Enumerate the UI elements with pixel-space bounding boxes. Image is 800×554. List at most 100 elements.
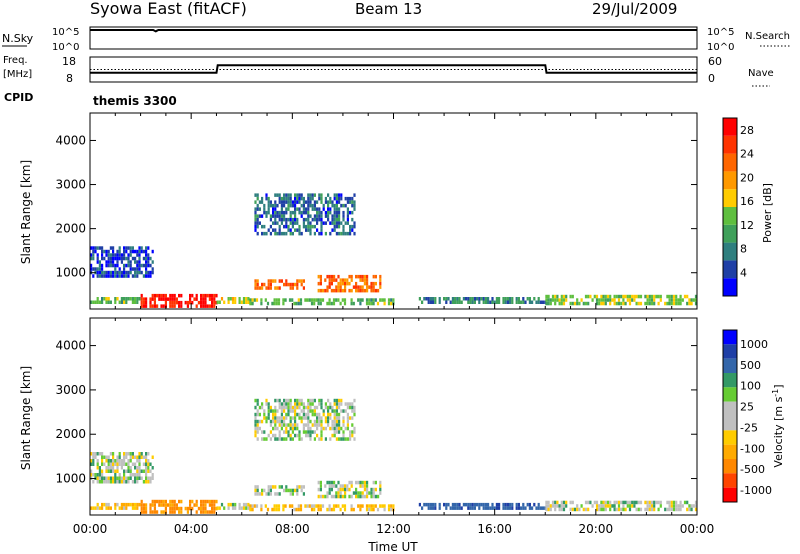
heat-cell-r9: [617, 298, 621, 302]
heat-cell-r6: [109, 469, 112, 473]
heat-cell-r7: [287, 224, 290, 229]
heat-cell-r6: [101, 263, 104, 268]
heat-cell-r1: [156, 499, 159, 504]
heat-cell-r6: [127, 469, 130, 473]
heat-cell-r9: [633, 298, 636, 302]
heat-cell-r9: [653, 294, 656, 299]
heat-cell-r8: [526, 502, 529, 507]
heat-cell-r8: [509, 297, 512, 301]
heat-cell-r6: [98, 473, 101, 477]
heat-cell-r8: [537, 502, 540, 507]
heat-cell-r9: [556, 500, 559, 505]
heat-cell-r8: [484, 297, 487, 301]
heat-cell-r7: [302, 426, 305, 431]
nave-label: Nave: [748, 68, 774, 79]
heat-cell-r1: [213, 293, 216, 298]
heat-cell-r7: [351, 196, 354, 201]
heat-cell-r5: [317, 494, 320, 499]
heat-cell-r7: [320, 217, 323, 222]
heat-cell-r6: [138, 267, 141, 271]
heat-cell-r7: [313, 423, 316, 427]
heat-cell-r0: [114, 297, 117, 301]
heat-cell-r6: [151, 249, 154, 254]
heat-cell-r9: [609, 504, 612, 508]
heat-cell-r7: [313, 405, 316, 410]
heat-cell-r3: [282, 298, 285, 302]
heat-cell-r7: [287, 402, 290, 406]
heat-cell-r3: [368, 298, 371, 302]
heat-cell-r6: [131, 249, 134, 254]
heat-cell-r9: [617, 294, 621, 299]
heat-cell-r7: [346, 405, 349, 410]
heat-cell-r7: [258, 221, 261, 225]
heat-cell-r6: [123, 480, 126, 484]
heat-cell-r1: [204, 304, 207, 308]
heat-cell-r8: [460, 506, 463, 510]
heat-cell-r3: [284, 298, 287, 302]
heat-cell-r0: [120, 300, 123, 304]
heat-cell-r6: [145, 455, 148, 459]
heat-cell-r7: [298, 228, 301, 232]
heat-cell-r9: [675, 294, 678, 299]
heat-cell-r6: [131, 462, 134, 466]
heat-cell-r2: [223, 300, 226, 304]
heat-cell-r7: [346, 207, 349, 211]
heat-cell-r6: [112, 466, 115, 470]
heat-cell-r6: [96, 452, 99, 456]
heat-cell-r6: [116, 270, 119, 275]
heat-cell-r1: [162, 503, 165, 507]
heat-cell-r9: [628, 298, 632, 302]
heat-cell-r9: [681, 504, 684, 508]
heat-cell-r2: [238, 502, 241, 507]
heat-cell-r7: [294, 210, 297, 215]
heat-cell-r1: [202, 506, 205, 511]
heat-cell-r7: [313, 224, 316, 229]
heat-cell-r3: [392, 298, 395, 302]
heat-cell-r5: [328, 491, 331, 495]
heat-cell-r1: [145, 300, 148, 305]
heat-cell-r9: [620, 500, 623, 505]
heat-cell-r7: [344, 203, 347, 208]
heat-cell-r9: [679, 507, 682, 512]
heat-cell-r7: [320, 416, 323, 420]
heat-cell-r7: [256, 402, 259, 406]
heat-cell-r7: [322, 426, 325, 431]
heat-cell-r6: [123, 256, 126, 261]
heat-cell-r6: [107, 270, 110, 275]
heat-cell-r2: [231, 300, 235, 304]
heat-cell-r7: [320, 228, 323, 232]
heat-cell-r4: [269, 488, 272, 493]
heat-cell-r5: [319, 274, 322, 279]
heat-cell-r8: [535, 506, 538, 510]
heat-cell-r7: [285, 405, 288, 410]
heat-cell-r6: [116, 260, 119, 264]
heat-cell-r7: [346, 221, 349, 225]
heat-cell-r6: [118, 270, 121, 275]
heat-cell-r9: [622, 507, 625, 512]
heat-cell-r6: [138, 469, 141, 473]
heat-cell-r7: [333, 409, 336, 413]
heat-cell-r3: [255, 298, 259, 302]
heat-cell-r7: [320, 231, 323, 236]
heat-cell-r9: [595, 504, 599, 508]
heat-cell-r6: [98, 469, 101, 473]
heat-cell-r9: [595, 298, 599, 302]
heat-cell-r3: [306, 504, 309, 508]
heat-cell-r1: [156, 510, 159, 514]
heat-cell-r8: [429, 297, 432, 301]
heat-cell-r2: [247, 506, 250, 510]
heat-cell-r7: [294, 419, 297, 424]
heat-cell-r6: [107, 260, 110, 264]
heat-cell-r7: [287, 228, 290, 232]
heat-cell-r5: [372, 288, 375, 293]
heat-cell-r9: [670, 298, 673, 302]
heat-cell-r6: [109, 476, 112, 480]
heat-cell-r6: [142, 455, 145, 459]
heat-cell-r7: [309, 437, 312, 441]
heat-cell-r7: [285, 426, 288, 431]
heat-cell-r9: [675, 500, 678, 505]
heat-cell-r8: [522, 300, 525, 304]
heat-cell-r7: [316, 426, 319, 431]
heat-cell-r0: [120, 502, 123, 507]
heat-cell-r1: [184, 300, 187, 305]
